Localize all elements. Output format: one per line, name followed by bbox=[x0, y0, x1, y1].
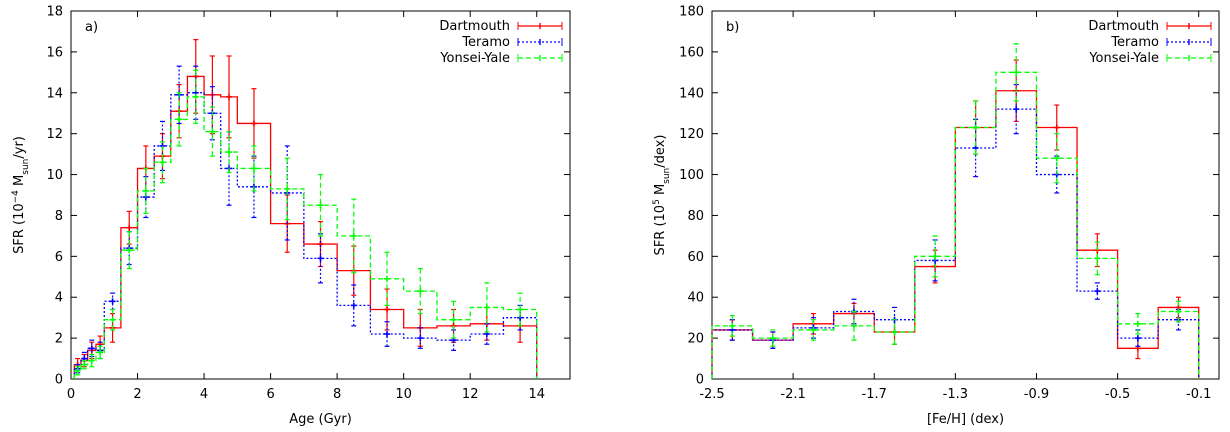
series-step-line bbox=[73, 96, 538, 379]
legend-label: Dartmouth bbox=[1088, 19, 1159, 34]
y-axis-label: SFR (105 Msun/dex) bbox=[652, 135, 672, 256]
x-tick-label: 10 bbox=[395, 387, 412, 402]
legend-label: Dartmouth bbox=[439, 19, 510, 34]
x-tick-label: 6 bbox=[266, 387, 274, 402]
y-tick-label: 16 bbox=[46, 45, 63, 60]
y-tick-label: 0 bbox=[55, 373, 63, 388]
x-tick-label: -0.9 bbox=[1024, 387, 1049, 402]
y-axis-label-sup: 5 bbox=[652, 199, 662, 205]
y-tick-label: 4 bbox=[55, 291, 63, 306]
x-tick-label: 4 bbox=[200, 387, 208, 402]
plot-frame bbox=[711, 10, 1220, 380]
legend-label: Teramo bbox=[461, 35, 510, 50]
y-tick-label: 120 bbox=[679, 127, 704, 142]
y-axis-label-sub: sun bbox=[21, 159, 31, 175]
y-axis-label-part: /dex) bbox=[653, 135, 668, 168]
y-tick-label: 2 bbox=[55, 332, 63, 347]
y-tick-label: 100 bbox=[679, 168, 704, 183]
y-tick-label: 6 bbox=[55, 250, 63, 265]
y-tick-label: 10 bbox=[46, 168, 63, 183]
y-tick-label: 180 bbox=[679, 5, 704, 20]
y-tick-label: 12 bbox=[46, 127, 63, 142]
y-tick-label: 20 bbox=[687, 332, 704, 347]
y-axis-label-part: /yr) bbox=[12, 136, 27, 159]
x-tick-label: -2.5 bbox=[699, 387, 724, 402]
y-axis-label-sub: sun bbox=[662, 168, 672, 184]
y-axis-label-part: SFR (10 bbox=[653, 205, 668, 256]
series-yonsei-yale bbox=[73, 69, 538, 379]
chart-panel-2: 0 20 40 60 80 100 120 140 160 180 -2.5 -2.1 -1.7 -1.3… bbox=[652, 5, 1220, 427]
series-step-line bbox=[711, 108, 1200, 379]
legend-label: Yonsei-Yale bbox=[1088, 51, 1159, 66]
legend-label: Yonsei-Yale bbox=[439, 51, 510, 66]
y-tick-label: 60 bbox=[687, 250, 704, 265]
y-axis-label: SFR (10−4 Msun/yr) bbox=[11, 136, 31, 254]
y-tick-label: 40 bbox=[687, 291, 704, 306]
x-tick-label: 12 bbox=[462, 387, 479, 402]
y-tick-label: 14 bbox=[46, 86, 63, 101]
x-tick-label: 14 bbox=[528, 387, 545, 402]
x-tick-label: -1.3 bbox=[943, 387, 968, 402]
x-tick-label: -2.1 bbox=[780, 387, 805, 402]
series-dartmouth bbox=[73, 39, 538, 379]
x-tick-label: 8 bbox=[333, 387, 341, 402]
y-tick-label: 8 bbox=[55, 209, 63, 224]
x-tick-label: 2 bbox=[133, 387, 141, 402]
x-axis-label: Age (Gyr) bbox=[289, 412, 352, 427]
series-dartmouth bbox=[711, 59, 1200, 379]
y-axis-label-sup: −4 bbox=[11, 190, 21, 204]
y-tick-label: 160 bbox=[679, 45, 704, 60]
y-axis-label-part: SFR (10 bbox=[12, 203, 27, 254]
y-axis-label-part: M bbox=[653, 184, 668, 199]
series-step-line bbox=[711, 71, 1200, 379]
x-axis-label: [Fe/H] (dex) bbox=[927, 412, 1004, 427]
plot-frame bbox=[70, 10, 571, 380]
chart-panel-1: 0 2 4 6 8 10 12 14 16 18 0 2 4 6 8 10 12 14 Age (Gyr) SFR (… bbox=[11, 5, 571, 427]
y-axis-label-part: M bbox=[12, 175, 27, 190]
x-tick-label: -0.5 bbox=[1105, 387, 1130, 402]
y-tick-label: 140 bbox=[679, 86, 704, 101]
legend-label: Teramo bbox=[1110, 35, 1159, 50]
series-teramo bbox=[73, 65, 538, 379]
panel-label: b) bbox=[726, 20, 739, 35]
series-yonsei-yale bbox=[711, 43, 1200, 379]
y-tick-label: 0 bbox=[696, 373, 704, 388]
x-tick-label: 0 bbox=[67, 387, 75, 402]
series-step-line bbox=[73, 92, 538, 379]
panel-label: a) bbox=[85, 20, 98, 35]
y-tick-label: 80 bbox=[687, 209, 704, 224]
x-tick-label: -0.1 bbox=[1186, 387, 1211, 402]
y-tick-label: 18 bbox=[46, 5, 63, 20]
series-step-line bbox=[73, 75, 538, 379]
x-tick-label: -1.7 bbox=[862, 387, 887, 402]
